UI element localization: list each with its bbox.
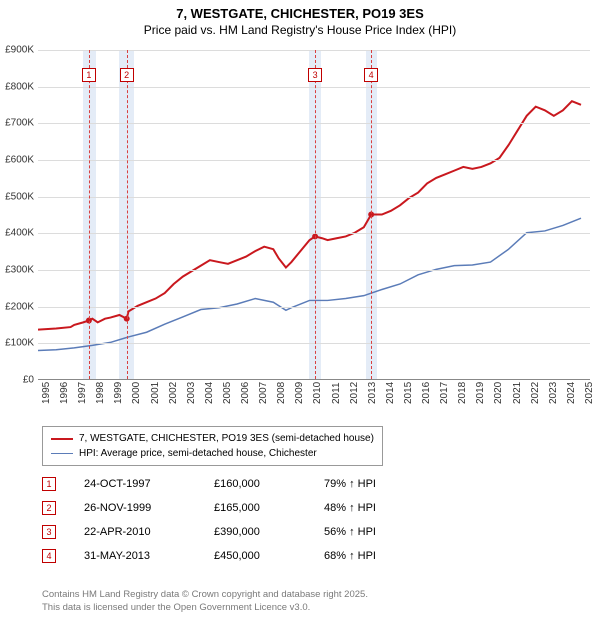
- row-price: £160,000: [214, 478, 324, 490]
- row-hpi: 68% ↑ HPI: [324, 550, 424, 562]
- x-axis-label: 2023: [548, 382, 559, 404]
- x-axis-label: 2002: [168, 382, 179, 404]
- series-line: [38, 101, 581, 330]
- x-axis-label: 2005: [222, 382, 233, 404]
- y-axis-label: £400K: [0, 228, 34, 239]
- row-price: £165,000: [214, 502, 324, 514]
- x-axis-label: 2015: [403, 382, 414, 404]
- event-vline: [89, 50, 90, 379]
- x-axis-label: 2013: [367, 382, 378, 404]
- legend-label: HPI: Average price, semi-detached house,…: [79, 446, 317, 461]
- x-axis-label: 2022: [530, 382, 541, 404]
- x-axis-label: 2024: [566, 382, 577, 404]
- chart-container: 7, WESTGATE, CHICHESTER, PO19 3ES Price …: [0, 0, 600, 620]
- sales-table: 1 24-OCT-1997£160,00079% ↑ HPI 2 26-NOV-199…: [42, 472, 424, 568]
- table-row: 2 26-NOV-1999£165,00048% ↑ HPI: [42, 496, 424, 520]
- x-axis-label: 1997: [77, 382, 88, 404]
- event-marker: 4: [364, 68, 378, 82]
- legend-label: 7, WESTGATE, CHICHESTER, PO19 3ES (semi-…: [79, 431, 374, 446]
- x-axis-label: 2004: [204, 382, 215, 404]
- chart-title: 7, WESTGATE, CHICHESTER, PO19 3ES: [0, 0, 600, 23]
- y-axis-label: £100K: [0, 338, 34, 349]
- row-date: 26-NOV-1999: [84, 502, 214, 514]
- gridline: [38, 160, 590, 161]
- x-axis-label: 2000: [131, 382, 142, 404]
- row-hpi: 56% ↑ HPI: [324, 526, 424, 538]
- y-axis-label: £200K: [0, 301, 34, 312]
- gridline: [38, 87, 590, 88]
- y-axis-label: £500K: [0, 191, 34, 202]
- gridline: [38, 233, 590, 234]
- series-line: [38, 218, 581, 350]
- row-marker: 3: [42, 525, 56, 539]
- x-axis-label: 2016: [421, 382, 432, 404]
- x-axis-label: 2014: [385, 382, 396, 404]
- x-axis-label: 2006: [240, 382, 251, 404]
- y-axis-label: £900K: [0, 45, 34, 56]
- chart-subtitle: Price paid vs. HM Land Registry's House …: [0, 23, 600, 41]
- footer-line: This data is licensed under the Open Gov…: [42, 602, 368, 614]
- footer-line: Contains HM Land Registry data © Crown c…: [42, 589, 368, 601]
- legend-item: HPI: Average price, semi-detached house,…: [51, 446, 374, 461]
- legend-swatch: [51, 453, 73, 455]
- x-axis-label: 2025: [584, 382, 595, 404]
- event-vline: [127, 50, 128, 379]
- legend-swatch: [51, 438, 73, 440]
- row-marker: 4: [42, 549, 56, 563]
- chart-svg: [38, 50, 590, 379]
- table-row: 1 24-OCT-1997£160,00079% ↑ HPI: [42, 472, 424, 496]
- gridline: [38, 50, 590, 51]
- x-axis-label: 1996: [59, 382, 70, 404]
- chart-plot-area: £0£100K£200K£300K£400K£500K£600K£700K£80…: [38, 50, 590, 380]
- row-price: £390,000: [214, 526, 324, 538]
- y-axis-label: £300K: [0, 265, 34, 276]
- row-marker: 2: [42, 501, 56, 515]
- row-price: £450,000: [214, 550, 324, 562]
- event-vline: [315, 50, 316, 379]
- legend-item: 7, WESTGATE, CHICHESTER, PO19 3ES (semi-…: [51, 431, 374, 446]
- event-marker: 3: [308, 68, 322, 82]
- x-axis-label: 2003: [186, 382, 197, 404]
- x-axis-label: 1999: [113, 382, 124, 404]
- event-vline: [371, 50, 372, 379]
- gridline: [38, 343, 590, 344]
- gridline: [38, 307, 590, 308]
- x-axis-label: 2017: [439, 382, 450, 404]
- table-row: 4 31-MAY-2013£450,00068% ↑ HPI: [42, 544, 424, 568]
- x-axis-label: 2001: [150, 382, 161, 404]
- footer-attribution: Contains HM Land Registry data © Crown c…: [42, 589, 368, 614]
- row-hpi: 48% ↑ HPI: [324, 502, 424, 514]
- x-axis-label: 2019: [475, 382, 486, 404]
- x-axis-label: 2008: [276, 382, 287, 404]
- gridline: [38, 197, 590, 198]
- gridline: [38, 270, 590, 271]
- y-axis-label: £0: [0, 375, 34, 386]
- row-marker: 1: [42, 477, 56, 491]
- x-axis-label: 1998: [95, 382, 106, 404]
- x-axis-label: 2020: [493, 382, 504, 404]
- legend-box: 7, WESTGATE, CHICHESTER, PO19 3ES (semi-…: [42, 426, 383, 466]
- x-axis-label: 2012: [349, 382, 360, 404]
- x-axis-label: 2021: [512, 382, 523, 404]
- x-axis-label: 2018: [457, 382, 468, 404]
- row-date: 31-MAY-2013: [84, 550, 214, 562]
- y-axis-label: £600K: [0, 155, 34, 166]
- row-date: 22-APR-2010: [84, 526, 214, 538]
- y-axis-label: £700K: [0, 118, 34, 129]
- x-axis-label: 2010: [312, 382, 323, 404]
- x-axis-label: 2011: [331, 382, 342, 404]
- event-marker: 2: [120, 68, 134, 82]
- x-axis-label: 1995: [41, 382, 52, 404]
- y-axis-label: £800K: [0, 81, 34, 92]
- gridline: [38, 123, 590, 124]
- row-date: 24-OCT-1997: [84, 478, 214, 490]
- x-axis-label: 2007: [258, 382, 269, 404]
- event-marker: 1: [82, 68, 96, 82]
- x-axis-label: 2009: [294, 382, 305, 404]
- row-hpi: 79% ↑ HPI: [324, 478, 424, 490]
- table-row: 3 22-APR-2010£390,00056% ↑ HPI: [42, 520, 424, 544]
